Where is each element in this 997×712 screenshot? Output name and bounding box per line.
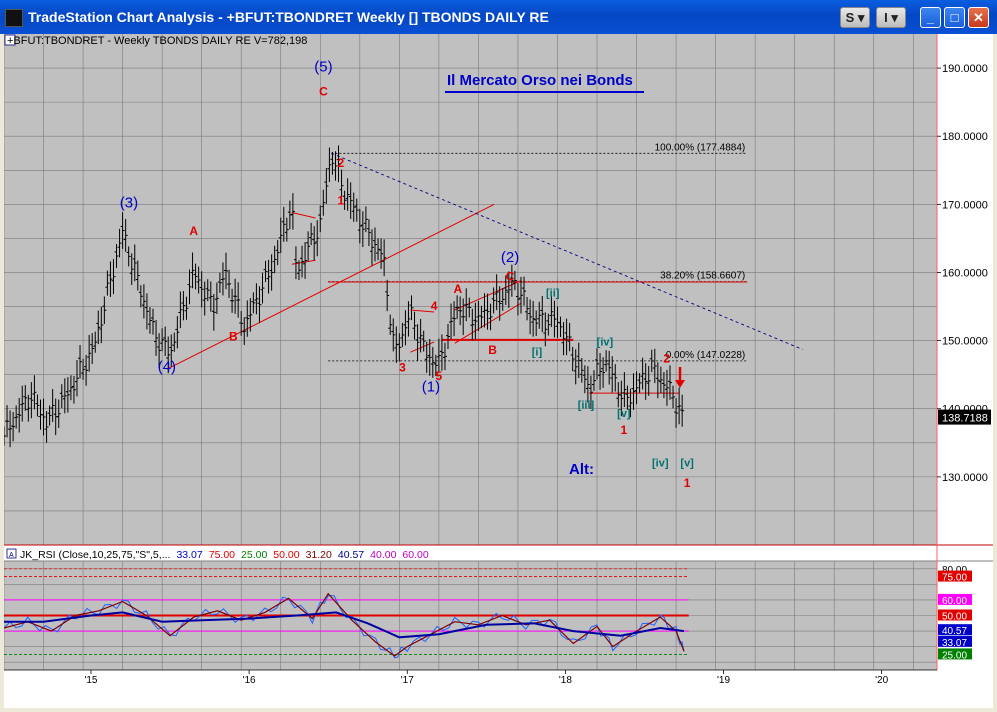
price-tick-label: 150.0000 <box>942 336 988 348</box>
time-tick-label: '15 <box>84 675 97 686</box>
price-tick-label: 130.0000 <box>942 472 988 484</box>
wave-label: (3) <box>120 195 138 212</box>
down-arrow-icon <box>675 367 685 388</box>
price-tick-label: 190.0000 <box>942 63 988 75</box>
rsi-mid-line <box>4 592 685 657</box>
price-tick-label: 170.0000 <box>942 199 988 211</box>
rsi-tag-bg <box>938 635 972 647</box>
time-axis: '15 '16 '17 '18 '19 '20 <box>4 669 937 686</box>
wave-label: A <box>189 224 198 238</box>
close-button[interactable]: ✕ <box>968 7 989 28</box>
triangle-upper-line <box>410 309 435 313</box>
indicator-menu-icon[interactable] <box>6 548 17 559</box>
rsi-tag-label: 80.00 <box>942 565 967 576</box>
svg-text:JK_RSI (Close,10,25,75,"S",5,.: JK_RSI (Close,10,25,75,"S",5,... 33.07 75.… <box>20 549 429 561</box>
price-tick-label: 160.0000 <box>942 267 988 279</box>
wave-label: 1 <box>621 423 628 437</box>
resistance-trendline <box>331 152 803 350</box>
time-tick-label: '20 <box>875 675 888 686</box>
triangle-upper-line <box>291 212 316 219</box>
chart-title: Il Mercato Orso nei Bonds <box>447 72 633 89</box>
fib-level-label: 0.00% (147.0228) <box>666 350 746 361</box>
wave-label: [iii] <box>578 400 595 412</box>
svg-text:138.7188: 138.7188 <box>942 413 988 425</box>
rsi-fast-line <box>4 595 685 659</box>
fib-level-label: 38.20% (158.6607) <box>660 271 745 282</box>
rsi-tag-bg <box>938 624 972 636</box>
rsi-tag-bg <box>938 648 972 660</box>
wave-label: B <box>229 330 238 344</box>
chevron-down-icon: ▾ <box>857 10 865 25</box>
wave-label: [i] <box>532 347 543 359</box>
fib-level-label: 100.00% (177.4884) <box>655 142 746 153</box>
wave-label: [iv] <box>652 458 669 470</box>
wave-label: (2) <box>501 249 519 266</box>
wave-labels: (3) (4) (5) C A B 2 1 3 4 5(1) (2) C A B [ii] [i] [iii] [i… <box>120 58 694 490</box>
rsi-tag-bg <box>938 609 972 621</box>
wave-label: 2 <box>337 156 344 170</box>
time-tick-label: '19 <box>717 675 730 686</box>
wave-label: [v] <box>680 458 694 470</box>
close-icon: ✕ <box>973 10 984 25</box>
wave-label: (1) <box>422 379 440 396</box>
rsi-tag-bg <box>938 570 972 582</box>
wave-label: [iv] <box>597 336 614 348</box>
chevron-down-icon: ▾ <box>891 10 898 25</box>
rsi-tag-label: 50.00 <box>942 612 967 623</box>
wave-label: B <box>488 343 497 357</box>
price-tick-label: 180.0000 <box>942 131 988 143</box>
wave-label: [ii] <box>546 287 560 299</box>
rsi-tag-label: 60.00 <box>942 596 967 607</box>
wave-label: (5) <box>314 58 332 75</box>
minimize-icon: _ <box>926 10 935 25</box>
panel-menu-icon[interactable] <box>4 34 16 46</box>
time-tick-label: '17 <box>401 675 414 686</box>
rsi-header: A JK_RSI (Close,10,25,75,"S",5,... 33.07 7… <box>6 548 429 561</box>
rsi-tag-bg <box>938 593 972 605</box>
wave-label: 1 <box>684 476 691 490</box>
wave-label: 2 <box>663 351 670 365</box>
title-bar[interactable]: TradeStation Chart Analysis - +BFUT:TBON… <box>0 0 997 34</box>
time-tick-label: '16 <box>243 675 256 686</box>
wave-label: C <box>319 84 328 98</box>
wave-label: 1 <box>337 193 344 207</box>
last-price-tag: 138.7188 <box>938 409 991 425</box>
settings-menu-button[interactable]: I ▾ <box>876 7 906 28</box>
wave-label: 3 <box>399 360 406 374</box>
chart-area[interactable]: +BFUT:TBONDRET - Weekly TBONDS DAILY RE … <box>4 34 993 708</box>
price-plot-area[interactable] <box>4 34 937 545</box>
app-icon <box>5 9 23 27</box>
wave-label: C <box>506 270 515 284</box>
rsi-tag-label: 75.00 <box>942 573 967 584</box>
minimize-button[interactable]: _ <box>920 7 941 28</box>
rsi-tag-label: 33.07 <box>942 638 967 649</box>
rsi-tag-label: 40.57 <box>942 626 967 637</box>
support-trendline <box>166 203 495 370</box>
style-menu-button[interactable]: S ▾ <box>840 7 870 28</box>
wave-label: (4) <box>158 358 176 375</box>
rsi-slow-line <box>4 611 685 639</box>
wave-label: A <box>454 282 463 296</box>
rsi-tag-bg <box>938 562 972 574</box>
price-header: +BFUT:TBONDRET - Weekly TBONDS DAILY RE … <box>7 35 307 47</box>
price-bars <box>4 145 685 448</box>
maximize-icon: □ <box>950 10 959 25</box>
wave-label: [v] <box>617 408 631 420</box>
wave-label: 4 <box>431 299 438 313</box>
rsi-lines <box>4 592 685 659</box>
time-tick-label: '18 <box>559 675 572 686</box>
alt-count-label: Alt: <box>569 461 594 478</box>
rsi-tag-label: 25.00 <box>942 650 967 661</box>
maximize-button[interactable]: □ <box>944 7 965 28</box>
svg-text:A: A <box>9 552 14 559</box>
window-title: TradeStation Chart Analysis - +BFUT:TBON… <box>28 9 549 25</box>
wave-label: 5 <box>436 369 443 383</box>
